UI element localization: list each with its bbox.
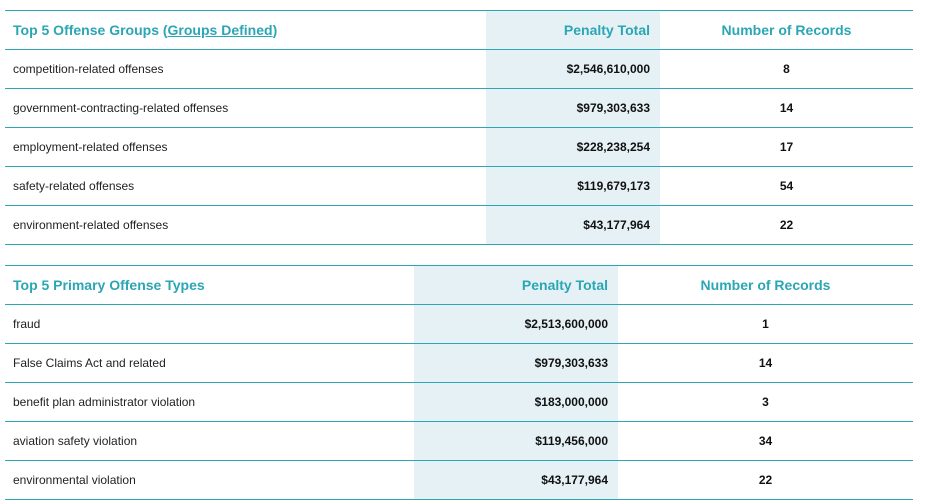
offense-groups-table: Top 5 Offense Groups (Groups Defined) Pe… [5, 10, 913, 245]
penalty-total: $183,000,000 [414, 382, 618, 422]
penalty-total: $979,303,633 [414, 343, 618, 383]
penalty-total: $43,177,964 [486, 205, 660, 245]
record-count: 22 [618, 460, 913, 500]
penalty-total: $2,546,610,000 [486, 49, 660, 89]
offense-group-name: employment-related offenses [5, 127, 486, 167]
offense-types-table: Top 5 Primary Offense Types Penalty Tota… [5, 265, 913, 500]
offense-type-name: aviation safety violation [5, 421, 414, 461]
record-count: 22 [660, 205, 913, 245]
table-row: False Claims Act and related $979,303,63… [5, 343, 913, 383]
table-row: employment-related offenses $228,238,254… [5, 127, 913, 167]
record-count: 17 [660, 127, 913, 167]
record-count: 34 [618, 421, 913, 461]
record-count: 1 [618, 304, 913, 344]
offense-type-name: False Claims Act and related [5, 343, 414, 383]
penalty-total: $228,238,254 [486, 127, 660, 167]
number-of-records-header: Number of Records [618, 265, 913, 305]
penalty-total: $2,513,600,000 [414, 304, 618, 344]
number-of-records-header: Number of Records [660, 10, 913, 50]
offense-group-name: environment-related offenses [5, 205, 486, 245]
table-row: environmental violation $43,177,964 22 [5, 460, 913, 500]
offense-group-name: government-contracting-related offenses [5, 88, 486, 128]
record-count: 54 [660, 166, 913, 206]
penalty-total: $979,303,633 [486, 88, 660, 128]
record-count: 14 [660, 88, 913, 128]
groups-defined-link[interactable]: Groups Defined [167, 22, 273, 38]
table-header-row: Top 5 Primary Offense Types Penalty Tota… [5, 265, 913, 305]
offense-group-name: safety-related offenses [5, 166, 486, 206]
offense-type-name: fraud [5, 304, 414, 344]
record-count: 3 [618, 382, 913, 422]
table-row: aviation safety violation $119,456,000 3… [5, 421, 913, 461]
record-count: 8 [660, 49, 913, 89]
penalty-total: $43,177,964 [414, 460, 618, 500]
table-row: benefit plan administrator violation $18… [5, 382, 913, 422]
offense-type-name: benefit plan administrator violation [5, 382, 414, 422]
record-count: 14 [618, 343, 913, 383]
penalty-total-header: Penalty Total [414, 265, 618, 305]
table-row: safety-related offenses $119,679,173 54 [5, 166, 913, 206]
table-header-row: Top 5 Offense Groups (Groups Defined) Pe… [5, 10, 913, 50]
offense-type-name: environmental violation [5, 460, 414, 500]
table-row: competition-related offenses $2,546,610,… [5, 49, 913, 89]
penalty-total-header: Penalty Total [486, 10, 660, 50]
types-title: Top 5 Primary Offense Types [5, 265, 414, 305]
groups-title-cell: Top 5 Offense Groups (Groups Defined) [5, 10, 486, 50]
penalty-total: $119,456,000 [414, 421, 618, 461]
offense-group-name: competition-related offenses [5, 49, 486, 89]
link-open-paren: ( [162, 22, 168, 38]
link-close-paren: ) [272, 22, 278, 38]
penalty-total: $119,679,173 [486, 166, 660, 206]
table-row: environment-related offenses $43,177,964… [5, 205, 913, 245]
groups-title: Top 5 Offense Groups [13, 22, 159, 38]
table-row: fraud $2,513,600,000 1 [5, 304, 913, 344]
table-row: government-contracting-related offenses … [5, 88, 913, 128]
